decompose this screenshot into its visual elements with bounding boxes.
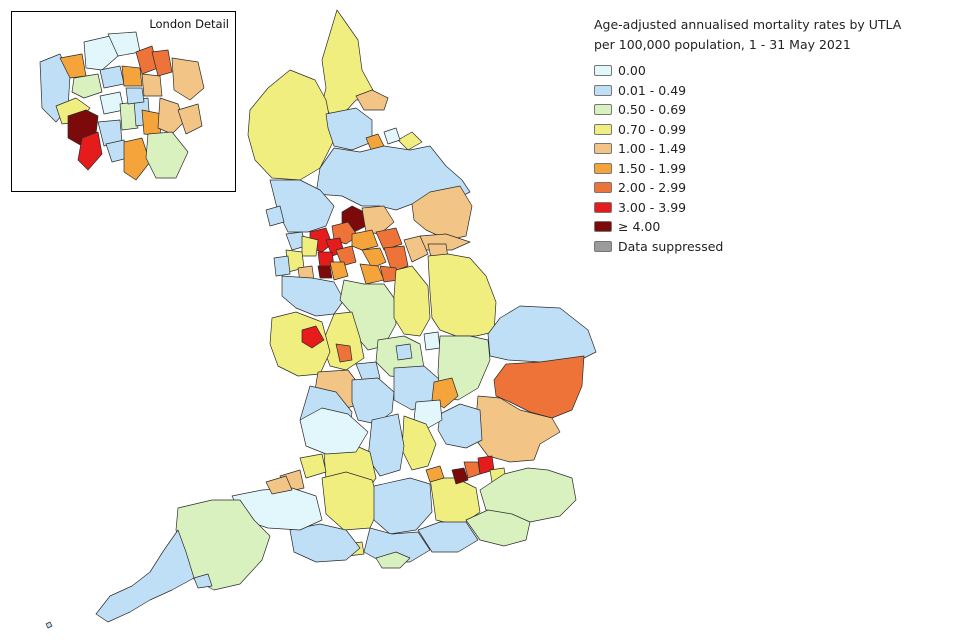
legend-label: 1.00 - 1.49 [618, 141, 687, 157]
region-hertfordshire [437, 403, 483, 449]
region-leeds [361, 205, 395, 235]
inset-region-bexley [177, 103, 203, 135]
region-nottinghamshire [393, 265, 431, 337]
inset-region-camden [99, 65, 125, 89]
region-isle-of-wight [375, 551, 411, 569]
region-blackpool [265, 205, 285, 227]
inset-region-croydon [123, 137, 151, 181]
region-teesside-b [397, 131, 423, 151]
legend-label: 3.00 - 3.99 [618, 199, 687, 215]
region-norfolk [487, 305, 597, 363]
region-wiltshire [321, 471, 381, 531]
region-salford [317, 265, 333, 279]
legend-list: 0.00 0.01 - 0.49 0.50 - 0.69 0.70 - 0.99 1.0… [594, 61, 954, 256]
legend-item: 2.00 - 2.99 [594, 178, 954, 198]
legend-swatch [594, 162, 612, 174]
region-hampshire [363, 527, 431, 563]
legend-title-line2: per 100,000 population, 1 - 31 May 2021 [594, 37, 851, 52]
region-wakefield [375, 227, 403, 251]
region-stoke [335, 343, 353, 363]
region-west-sussex [417, 521, 479, 553]
region-bedfordshire [413, 399, 443, 429]
legend-item: 0.70 - 0.99 [594, 120, 954, 140]
region-wirral [273, 255, 291, 277]
legend-item: 1.00 - 1.49 [594, 139, 954, 159]
legend-item: 1.50 - 1.99 [594, 159, 954, 179]
legend-swatch [594, 221, 612, 233]
region-kirklees [351, 229, 379, 251]
legend: Age-adjusted annualised mortality rates … [594, 15, 954, 256]
region-herefordshire [299, 407, 369, 455]
legend-swatch [594, 240, 612, 252]
legend-swatch [594, 84, 612, 96]
inset-region-newham [141, 73, 163, 97]
region-cornwall [95, 529, 195, 623]
region-berkshire [373, 477, 433, 535]
region-lincolnshire [427, 253, 497, 337]
region-cheshire [281, 275, 345, 317]
inset-region-hackney [121, 65, 143, 87]
region-durham [325, 107, 373, 151]
inset-region-brent [71, 73, 103, 99]
legend-label: Data suppressed [618, 238, 724, 254]
legend-label: 0.01 - 0.49 [618, 82, 687, 98]
region-slough [425, 465, 445, 483]
legend-label: ≥ 4.00 [618, 219, 661, 235]
inset-region-richmond [77, 131, 103, 171]
region-barnsley [361, 247, 387, 269]
region-cumbria [247, 69, 335, 181]
region-leicester [395, 343, 413, 361]
legend-label: 0.50 - 0.69 [618, 102, 687, 118]
london-inset: London Detail [11, 11, 236, 192]
legend-swatch [594, 123, 612, 135]
legend-item: 0.01 - 0.49 [594, 81, 954, 101]
inset-region-barnet [83, 35, 119, 71]
legend-label: 0.70 - 0.99 [618, 121, 687, 137]
region-london-a [451, 467, 469, 485]
region-north-lincs [403, 235, 429, 263]
region-northumberland [321, 9, 375, 115]
region-south-glos [299, 453, 327, 479]
inset-title: London Detail [149, 17, 229, 31]
region-wigan [301, 235, 319, 257]
region-tyneside-a [355, 89, 389, 111]
legend-swatch [594, 143, 612, 155]
region-rochdale [335, 245, 357, 267]
legend-item: 3.00 - 3.99 [594, 198, 954, 218]
region-plymouth [193, 573, 213, 589]
legend-item: ≥ 4.00 [594, 217, 954, 237]
inset-region-greenwich [157, 97, 185, 135]
region-dorset [289, 523, 361, 563]
legend-swatch [594, 182, 612, 194]
region-east-sussex [465, 509, 531, 547]
london-inset-map [39, 31, 205, 181]
region-north-somerset [265, 475, 293, 495]
legend-item: 0.00 [594, 61, 954, 81]
inset-region-tower-hamlets [125, 87, 145, 105]
region-teesside-c [383, 127, 401, 145]
legend-swatch [594, 104, 612, 116]
inset-region-bromley [145, 131, 189, 179]
region-scilly [45, 621, 53, 629]
region-rutland [423, 331, 441, 351]
region-suffolk [493, 355, 585, 419]
region-telford [301, 325, 325, 349]
legend-label: 0.00 [618, 63, 646, 79]
inset-region-redbridge [151, 49, 173, 77]
legend-label: 1.50 - 1.99 [618, 160, 687, 176]
region-doncaster [383, 245, 409, 273]
legend-label: 2.00 - 2.99 [618, 180, 687, 196]
legend-item: 0.50 - 0.69 [594, 100, 954, 120]
legend-item: Data suppressed [594, 237, 954, 257]
region-east-riding [411, 185, 473, 241]
region-manchester-core [329, 261, 349, 281]
legend-swatch [594, 65, 612, 77]
inset-region-havering [171, 57, 205, 101]
legend-swatch [594, 201, 612, 213]
legend-title-line1: Age-adjusted annualised mortality rates … [594, 17, 902, 32]
region-shropshire [269, 311, 331, 377]
